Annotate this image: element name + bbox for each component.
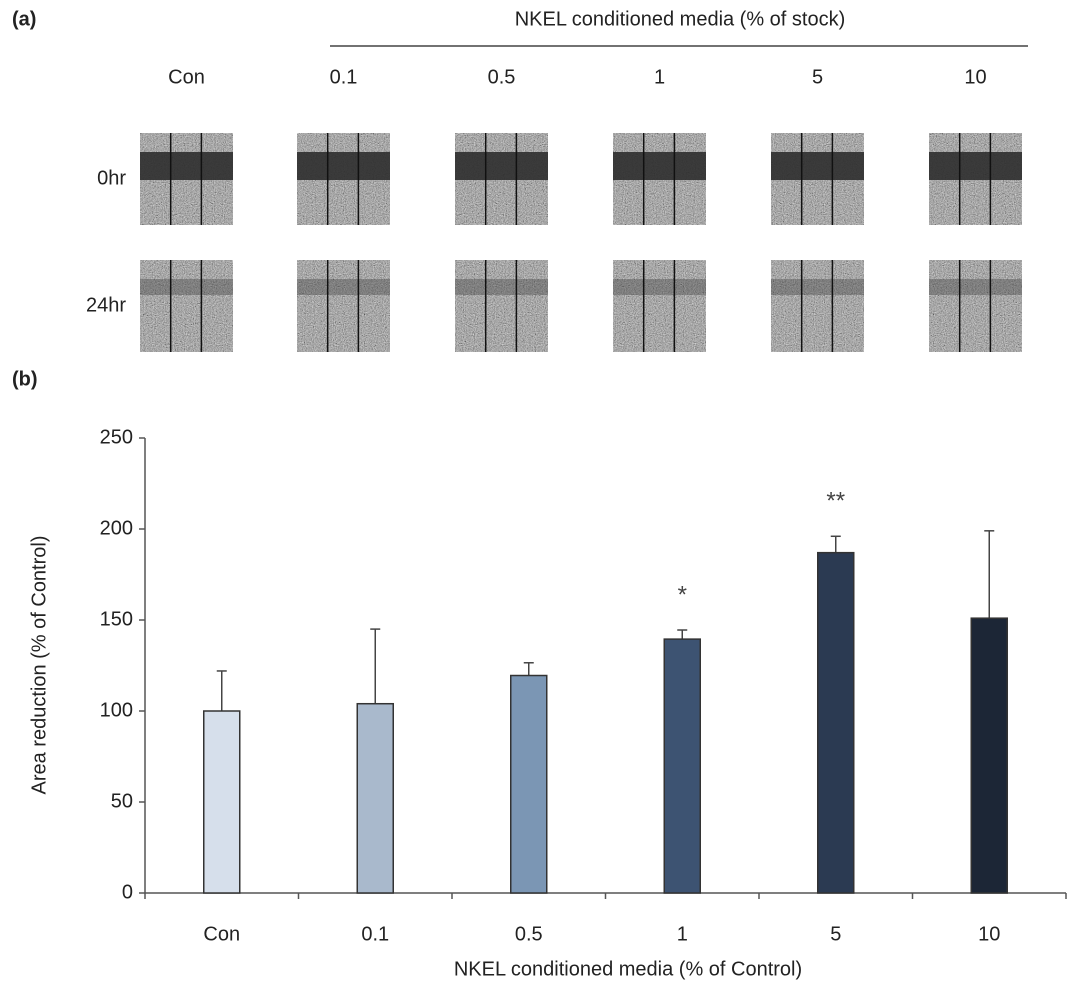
x-tick-label: 1 — [677, 923, 688, 945]
micrograph-texture — [455, 260, 548, 352]
column-label: 0.5 — [488, 66, 516, 88]
scratch — [297, 279, 390, 295]
y-tick-label: 0 — [122, 881, 133, 903]
x-tick-label: 0.5 — [515, 923, 543, 945]
scratch — [140, 152, 233, 180]
column-label: 0.1 — [330, 66, 358, 88]
scratch — [140, 279, 233, 295]
scratch — [771, 152, 864, 180]
scratch — [297, 152, 390, 180]
x-tick-label: 0.1 — [361, 923, 389, 945]
significance-mark: * — [678, 581, 687, 608]
micrograph-texture — [140, 260, 233, 352]
panel-label: (a) — [12, 8, 36, 30]
x-tick-label: 5 — [830, 923, 841, 945]
scratch — [613, 279, 706, 295]
column-label: 1 — [654, 66, 665, 88]
micrograph-texture — [929, 260, 1022, 352]
bar — [817, 551, 855, 894]
column-label: 5 — [812, 66, 823, 88]
bar — [203, 710, 241, 894]
row-label: 24hr — [86, 294, 126, 316]
column-label: Con — [168, 66, 205, 88]
bar — [356, 702, 394, 894]
bar — [510, 674, 548, 894]
micrograph-texture — [771, 260, 864, 352]
y-tick-label: 200 — [100, 517, 133, 539]
y-tick-label: 50 — [111, 790, 133, 812]
scratch — [613, 152, 706, 180]
y-tick-label: 250 — [100, 426, 133, 448]
scratch — [455, 279, 548, 295]
x-tick-label: Con — [203, 923, 240, 945]
panel-label: (b) — [12, 368, 38, 390]
row-label: 0hr — [97, 167, 126, 189]
significance-mark: ** — [826, 488, 845, 515]
x-tick-label: 10 — [978, 923, 1000, 945]
column-label: 10 — [964, 66, 986, 88]
micrograph-texture — [613, 260, 706, 352]
x-axis-label: NKEL conditioned media (% of Control) — [454, 958, 802, 980]
scratch — [455, 152, 548, 180]
y-tick-label: 100 — [100, 699, 133, 721]
y-tick-label: 150 — [100, 608, 133, 630]
scratch — [929, 279, 1022, 295]
scratch — [771, 279, 864, 295]
micrograph-texture — [297, 260, 390, 352]
panel-header: NKEL conditioned media (% of stock) — [515, 8, 846, 30]
bar — [663, 638, 701, 894]
scratch — [929, 152, 1022, 180]
bar — [970, 617, 1008, 894]
y-axis-label: Area reduction (% of Control) — [28, 535, 50, 794]
